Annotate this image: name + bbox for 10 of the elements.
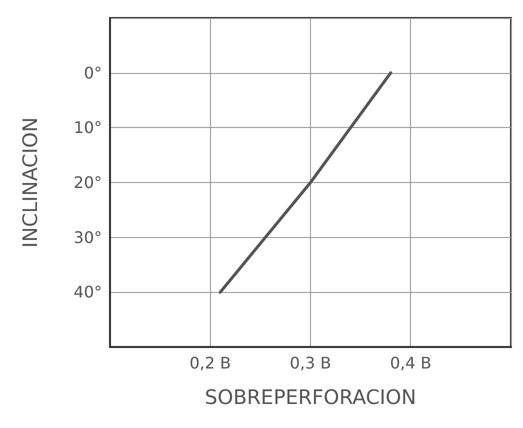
x-axis-title: SOBREPERFORACION	[204, 385, 416, 409]
y-tick-label: 30°	[74, 228, 102, 247]
y-tick-label: 0°	[84, 63, 102, 82]
y-tick-label: 40°	[74, 282, 102, 302]
y-axis-title: INCLINACION	[18, 117, 42, 248]
x-tick-label: 0,4 B	[390, 354, 432, 372]
x-tick-label: 0,3 B	[290, 354, 332, 372]
y-tick-label: 20°	[74, 173, 102, 192]
y-tick-label: 10°	[74, 118, 102, 138]
x-tick-label: 0,2 B	[189, 354, 232, 372]
